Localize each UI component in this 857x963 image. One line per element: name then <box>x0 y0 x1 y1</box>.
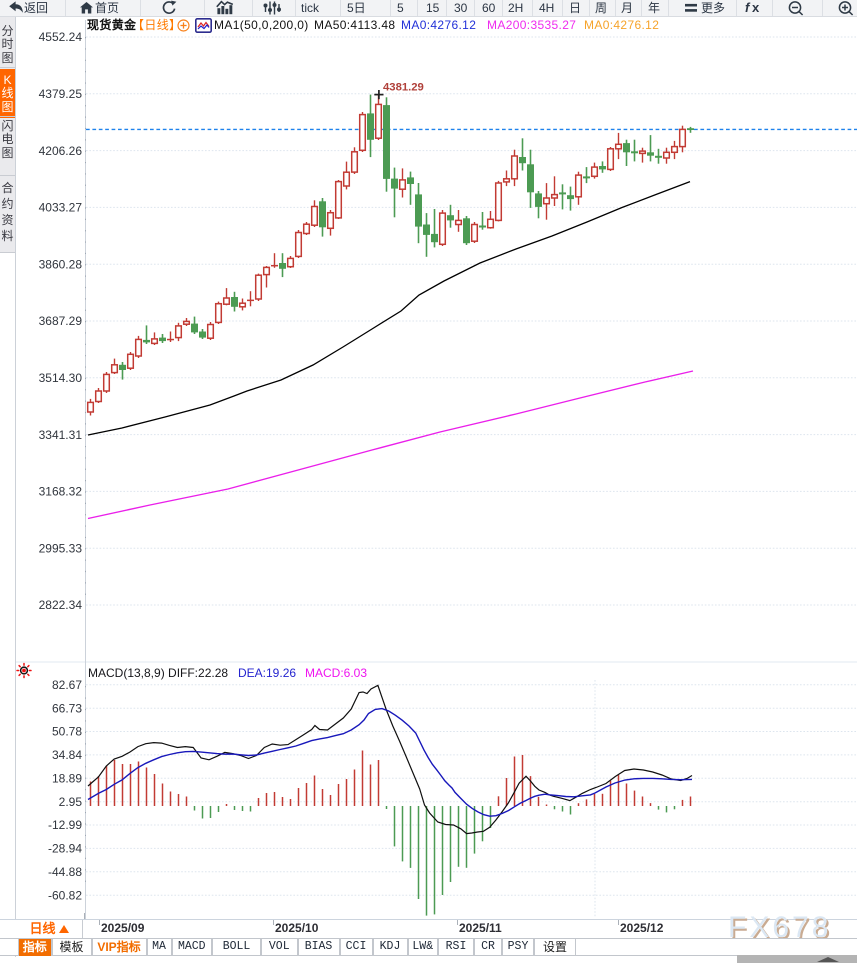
svg-text:MACD:6.03: MACD:6.03 <box>305 666 367 680</box>
svg-text:2822.34: 2822.34 <box>39 598 83 612</box>
svg-text:-60.82: -60.82 <box>48 888 82 902</box>
svg-text:-28.94: -28.94 <box>48 842 82 856</box>
svg-text:3687.29: 3687.29 <box>39 314 83 328</box>
svg-text:4033.27: 4033.27 <box>39 201 83 215</box>
svg-text:3514.30: 3514.30 <box>39 371 83 385</box>
svg-text:50.78: 50.78 <box>52 725 82 739</box>
svg-text:3168.32: 3168.32 <box>39 485 83 499</box>
svg-text:-44.88: -44.88 <box>48 865 82 879</box>
svg-text:MACD(13,8,9) DIFF:22.28: MACD(13,8,9) DIFF:22.28 <box>88 666 228 680</box>
svg-text:18.89: 18.89 <box>52 772 82 786</box>
svg-text:82.67: 82.67 <box>52 678 82 692</box>
svg-text:66.73: 66.73 <box>52 701 82 715</box>
svg-text:3341.31: 3341.31 <box>39 428 83 442</box>
svg-text:4381.29: 4381.29 <box>383 82 424 94</box>
svg-text:2.95: 2.95 <box>59 795 83 809</box>
svg-text:34.84: 34.84 <box>52 748 82 762</box>
svg-text:4379.25: 4379.25 <box>39 87 83 101</box>
svg-text:3860.28: 3860.28 <box>39 257 83 271</box>
svg-text:4206.26: 4206.26 <box>39 144 83 158</box>
svg-text:DEA:19.26: DEA:19.26 <box>238 666 296 680</box>
svg-text:2995.33: 2995.33 <box>39 541 83 555</box>
svg-text:-12.99: -12.99 <box>48 818 82 832</box>
svg-text:4552.24: 4552.24 <box>39 30 83 44</box>
